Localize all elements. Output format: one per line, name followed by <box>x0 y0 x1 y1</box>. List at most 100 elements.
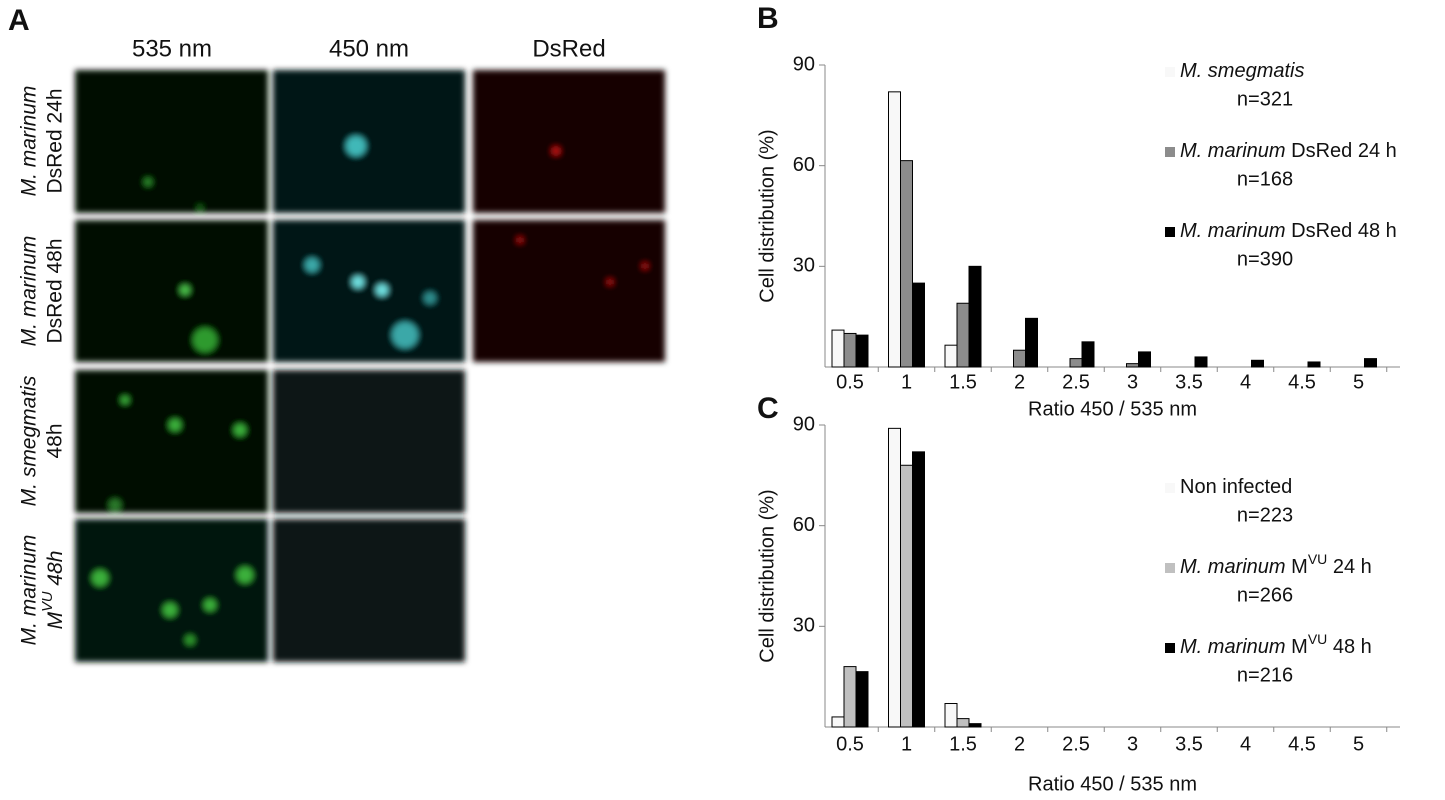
bar <box>900 160 913 368</box>
panel-letter: B <box>757 2 779 35</box>
y-tick-label: 90 <box>793 413 815 435</box>
cell <box>197 205 203 211</box>
cell <box>607 279 613 285</box>
cell <box>424 292 436 304</box>
micrograph <box>273 519 465 662</box>
row-label: M. smegmatis <box>18 375 41 506</box>
x-tick-label: 2 <box>1014 371 1025 393</box>
x-axis-title: Ratio 450 / 535 nm <box>1028 398 1197 420</box>
bar <box>956 718 970 728</box>
legend-swatch <box>1165 147 1175 157</box>
legend-n: n=390 <box>1237 248 1293 270</box>
chart: B 30 60 90 Cell distribution (%) Ratio 450 / … <box>756 2 1400 420</box>
micrograph <box>273 220 465 362</box>
micrograph <box>75 70 268 213</box>
row-label: DsRed 24h <box>44 88 67 193</box>
bar <box>888 91 901 368</box>
bar <box>888 427 901 728</box>
cell <box>642 263 648 269</box>
x-tick-label: 2.5 <box>1062 733 1090 755</box>
cell <box>237 567 253 583</box>
y-tick-label: 30 <box>793 615 815 637</box>
legend-n: n=216 <box>1237 664 1293 686</box>
y-tick-label: 30 <box>793 255 815 277</box>
bar <box>1069 358 1083 368</box>
cell <box>517 237 523 243</box>
bar <box>831 716 845 728</box>
bar <box>1364 358 1377 368</box>
legend-swatch <box>1165 563 1175 573</box>
x-tick-label: 2 <box>1014 733 1025 755</box>
bar <box>912 282 925 368</box>
x-tick-label: 2.5 <box>1062 371 1090 393</box>
row-label: 48h <box>44 423 67 458</box>
cell <box>376 284 388 296</box>
legend-n: n=223 <box>1237 504 1293 526</box>
x-tick-label: 4.5 <box>1288 733 1316 755</box>
bar <box>968 265 982 368</box>
cell <box>169 419 181 431</box>
x-tick-label: 1 <box>901 371 912 393</box>
legend-swatch <box>1165 227 1175 237</box>
bar <box>912 451 925 728</box>
cell <box>352 276 364 288</box>
row-label: M. marinum <box>18 236 41 347</box>
panel-a: A 535 nm 450 nm DsRed <box>8 4 665 662</box>
bar <box>831 329 845 368</box>
cell <box>392 322 418 348</box>
x-axis-title: Ratio 450 / 535 nm <box>1028 773 1197 795</box>
micrograph <box>473 70 665 213</box>
column-header: 535 nm <box>132 35 212 62</box>
legend-swatch <box>1165 67 1175 77</box>
bar <box>944 703 958 728</box>
micrograph <box>273 70 465 213</box>
legend-label: M. marinum MVU 24 h <box>1180 551 1372 579</box>
y-axis-title: Cell distribution (%) <box>756 129 778 302</box>
micrograph <box>473 220 665 362</box>
row-label: M. marinum <box>18 86 41 197</box>
micrographs <box>75 70 665 662</box>
cell <box>109 499 121 511</box>
bar <box>843 332 857 368</box>
bar <box>1138 351 1151 368</box>
bar <box>900 464 913 728</box>
x-tick-label: 0.5 <box>836 371 864 393</box>
bar <box>968 723 982 728</box>
bar <box>944 344 958 368</box>
x-tick-label: 3.5 <box>1175 733 1203 755</box>
x-tick-label: 1 <box>901 733 912 755</box>
bar <box>1013 349 1026 368</box>
cell <box>92 570 108 586</box>
x-tick-label: 1.5 <box>949 371 977 393</box>
cell <box>193 328 217 352</box>
cell <box>552 147 560 155</box>
bar <box>1251 359 1264 368</box>
micrograph <box>75 220 268 362</box>
cell <box>185 635 195 645</box>
y-tick-label: 60 <box>793 154 815 176</box>
cell <box>180 285 190 295</box>
x-tick-label: 3.5 <box>1175 371 1203 393</box>
cell <box>305 258 319 272</box>
bar <box>1307 361 1321 368</box>
cell <box>163 603 177 617</box>
legend-label: M. marinum DsRed 24 h <box>1180 140 1397 162</box>
legend-label: M. marinum MVU 48 h <box>1180 631 1372 659</box>
micrograph <box>75 370 268 513</box>
panel-letter: C <box>757 392 779 425</box>
row-label: DsRed 48h <box>44 238 67 343</box>
chart: C 30 60 90 Cell distribution (%) Ratio 450 / … <box>756 392 1400 795</box>
bar <box>1194 356 1208 368</box>
cell <box>121 396 129 404</box>
x-tick-label: 4.5 <box>1288 371 1316 393</box>
x-tick-label: 0.5 <box>836 733 864 755</box>
row-label: M. marinum <box>18 535 41 646</box>
legend-n: n=321 <box>1237 88 1293 110</box>
legend-label: M. smegmatis <box>1180 60 1304 82</box>
panel-letter: A <box>8 4 30 37</box>
column-header: 450 nm <box>329 35 409 62</box>
legend-n: n=168 <box>1237 168 1293 190</box>
legend-swatch <box>1165 483 1175 493</box>
